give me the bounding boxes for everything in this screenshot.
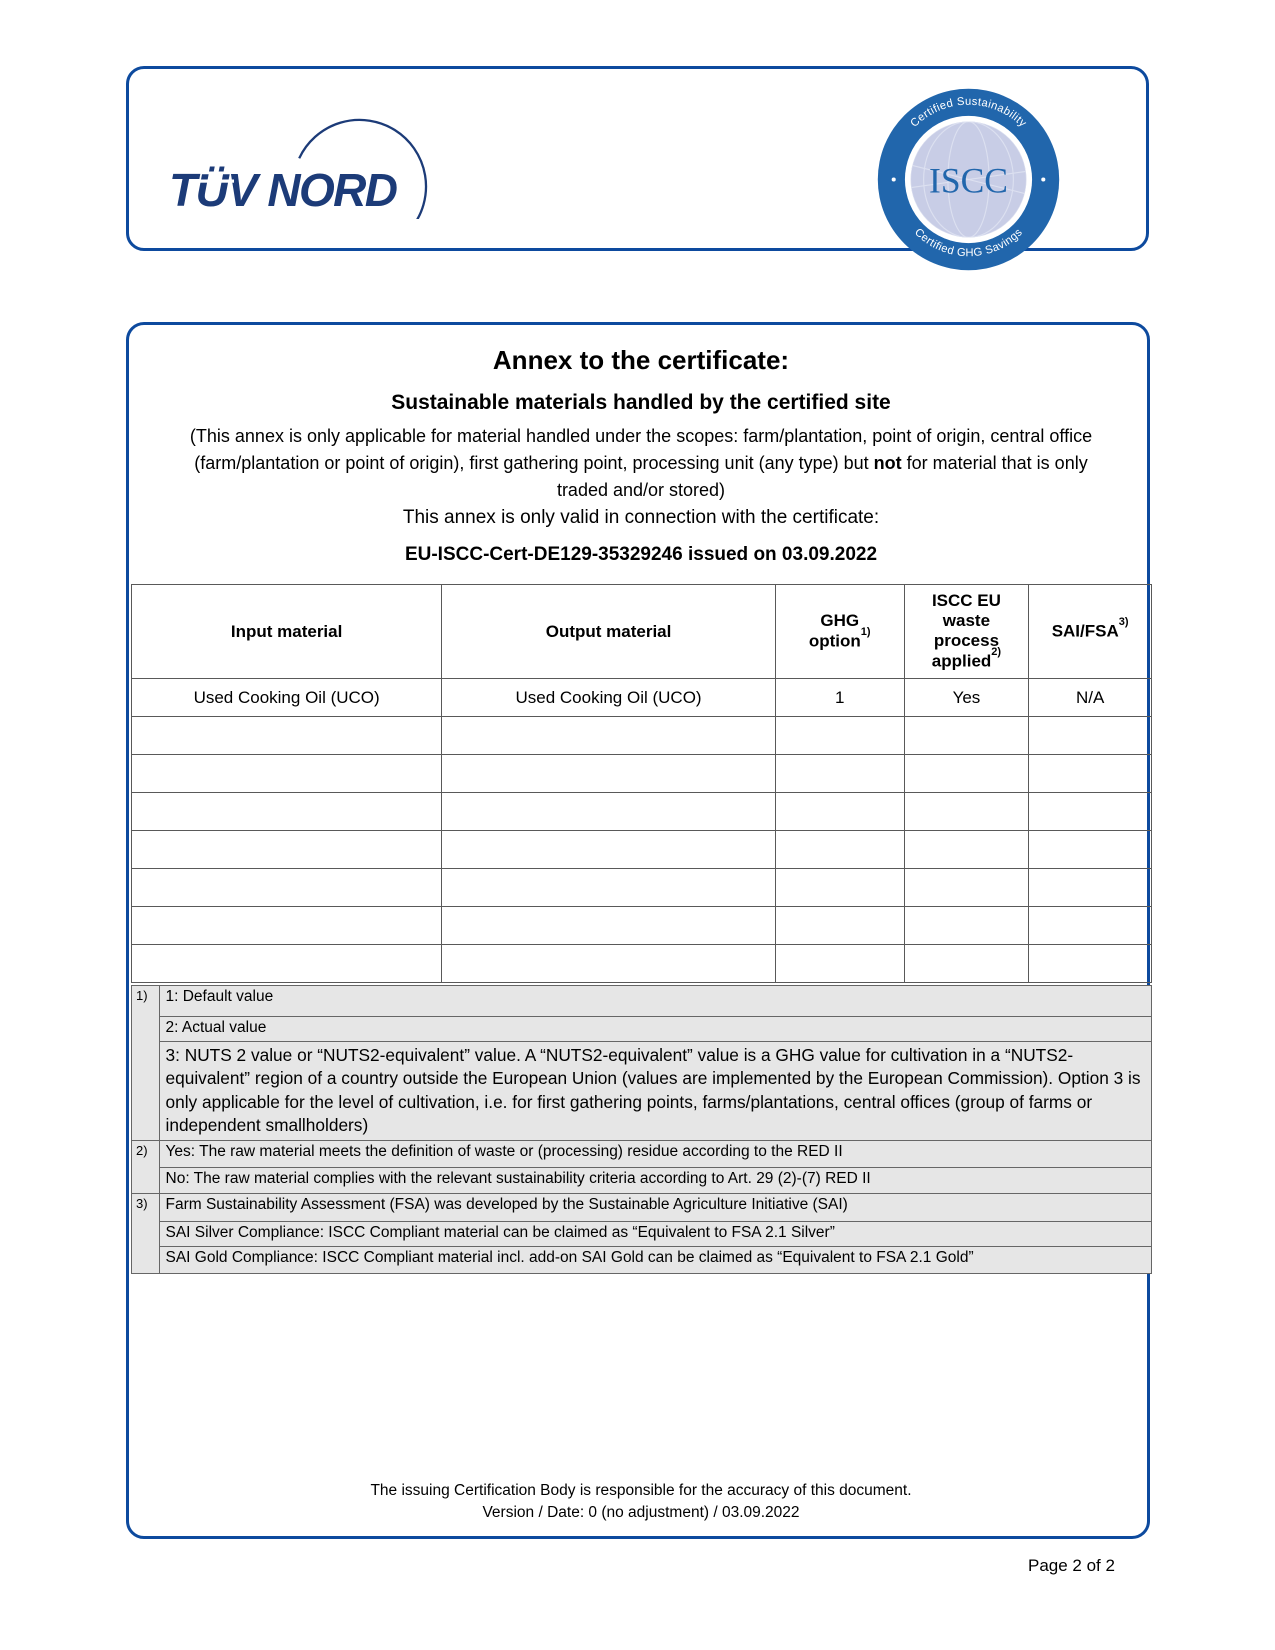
svg-text:TÜV NORD: TÜV NORD xyxy=(169,164,397,216)
svg-text:ISCC: ISCC xyxy=(929,161,1008,201)
